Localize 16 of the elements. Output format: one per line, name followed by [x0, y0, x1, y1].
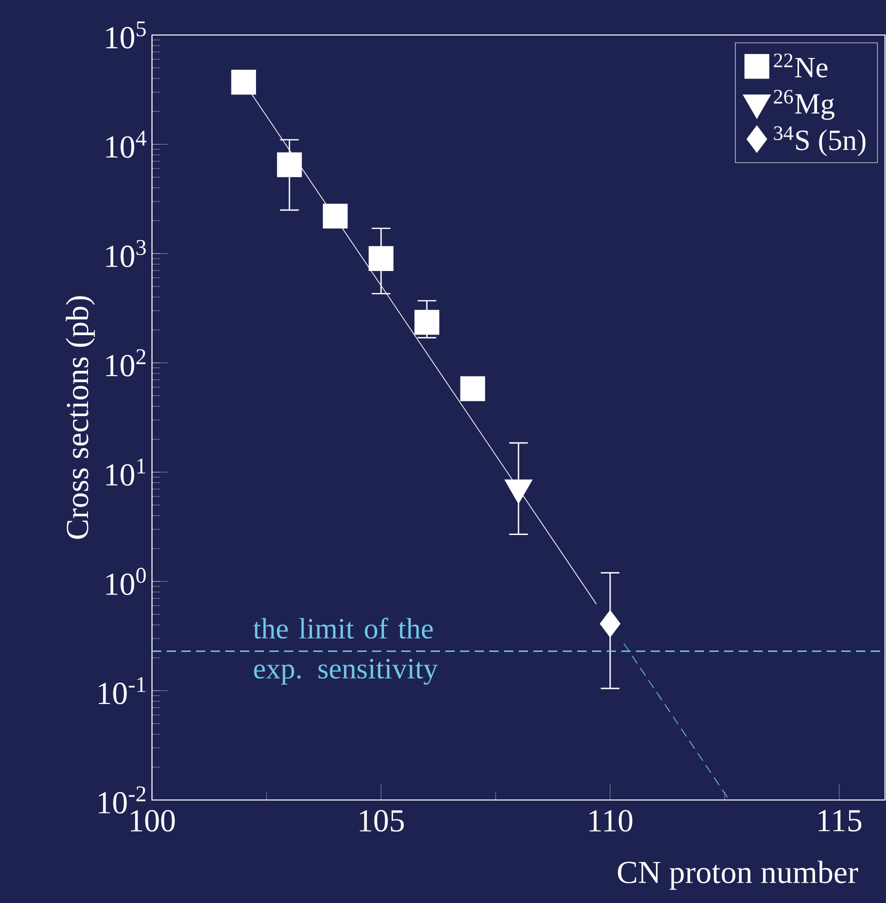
x-tick-label: 105: [360, 810, 404, 832]
legend-label: $^{26}$Mg: [774, 90, 834, 120]
y-axis-title: Cross sections (pb): [66, 296, 95, 539]
y-tick-label: 10$^{2}$: [106, 349, 146, 376]
x-axis-title: CN proton number: [618, 860, 858, 890]
legend-label: $^{34}$S (5n): [774, 126, 866, 156]
y-tick-label: 10$^{1}$: [106, 458, 146, 486]
y-tick-label: 10$^{5}$: [106, 21, 146, 49]
ref-line-label: the limit of the exp. sensitivity: [253, 618, 438, 685]
x-tick-label: 115: [818, 810, 862, 832]
x-tick-label: 110: [590, 810, 632, 832]
legend-label: $^{22}$Ne: [774, 54, 828, 78]
y-tick-label: 10$^{4}$: [106, 130, 146, 158]
y-tick-label: 10$^{-1}$: [98, 677, 146, 704]
y-tick-label: 10$^{3}$: [106, 240, 146, 268]
y-tick-label: 10$^{0}$: [106, 568, 146, 596]
